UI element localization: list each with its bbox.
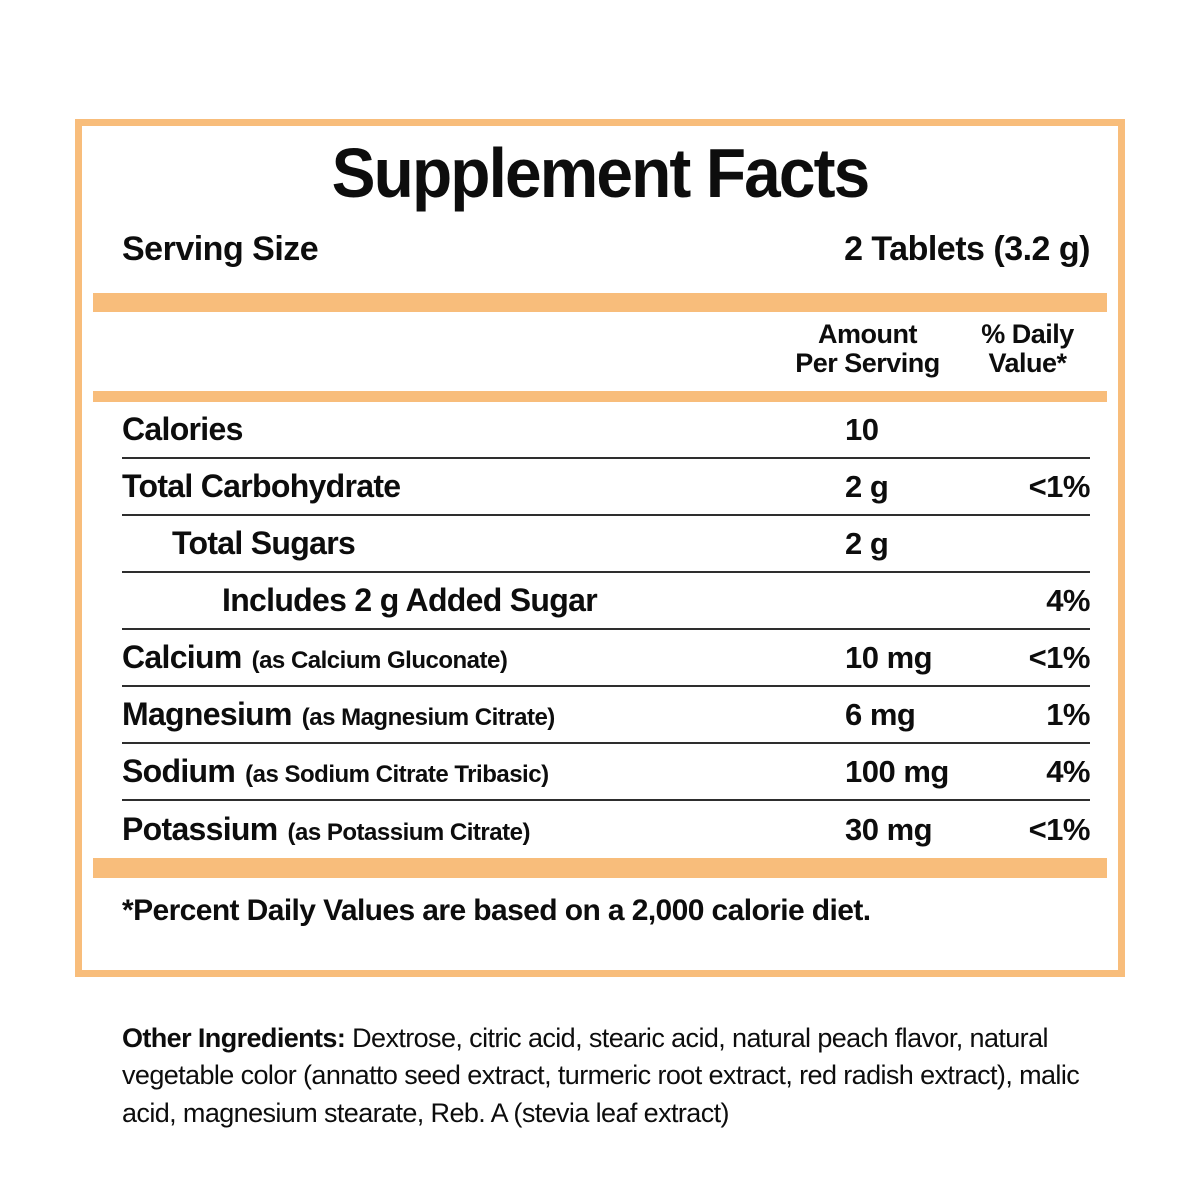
nutrient-daily-value: <1%: [1028, 811, 1091, 847]
nutrient-row-added-sugar: Includes 2 g Added Sugar 4%: [122, 573, 1091, 631]
nutrient-daily-value: <1%: [1028, 639, 1091, 675]
nutrient-name: Total Carbohydrate: [122, 468, 401, 505]
nutrient-row-total-carbohydrate: Total Carbohydrate 2 g <1%: [122, 459, 1091, 517]
nutrient-name: Sodium: [122, 753, 236, 790]
panel-title: Supplement Facts: [331, 134, 871, 212]
other-ingredients-text: Dextrose, citric acid, stearic acid, nat…: [122, 1023, 1080, 1128]
nutrient-daily-value: <1%: [1028, 468, 1091, 504]
nutrient-row-calcium: Calcium (as Calcium Gluconate) 10 mg <1%: [122, 630, 1091, 688]
nutrient-amount: 10 mg: [845, 639, 933, 675]
nutrient-source: (as Calcium Gluconate): [251, 647, 508, 675]
separator-bar-top: [93, 293, 1107, 313]
nutrient-row-potassium: Potassium (as Potassium Citrate) 30 mg <…: [122, 801, 1091, 858]
nutrient-amount: 30 mg: [845, 811, 933, 847]
serving-size-label: Serving Size: [122, 230, 319, 269]
other-ingredients: Other Ingredients: Dextrose, citric acid…: [122, 1020, 1100, 1132]
other-ingredients-label: Other Ingredients:: [122, 1023, 346, 1053]
nutrient-row-sodium: Sodium (as Sodium Citrate Tribasic) 100 …: [122, 744, 1091, 802]
nutrient-amount: 2 g: [845, 525, 889, 561]
amount-column-header: Amount Per Serving: [795, 319, 940, 379]
nutrient-name: Calcium: [122, 639, 242, 676]
nutrient-daily-value: 4%: [1046, 753, 1090, 789]
nutrient-row-magnesium: Magnesium (as Magnesium Citrate) 6 mg 1%: [122, 687, 1091, 745]
nutrient-amount: 10: [845, 411, 879, 447]
separator-bar-header: [93, 391, 1107, 403]
nutrient-source: (as Potassium Citrate): [287, 819, 531, 847]
nutrient-amount: 2 g: [845, 468, 889, 504]
nutrient-name: Includes 2 g Added Sugar: [222, 582, 598, 619]
nutrient-name: Potassium: [122, 811, 278, 848]
nutrient-name: Total Sugars: [172, 525, 356, 562]
serving-size-row: Serving Size 2 Tablets (3.2 g): [82, 230, 1118, 269]
nutrient-daily-value: 4%: [1046, 582, 1090, 618]
serving-size-value: 2 Tablets (3.2 g): [844, 230, 1090, 269]
column-header-row: Amount Per Serving % Daily Value*: [82, 312, 1118, 384]
nutrient-amount: 100 mg: [845, 753, 949, 789]
daily-value-footnote: *Percent Daily Values are based on a 2,0…: [122, 894, 871, 928]
nutrient-name: Calories: [122, 411, 243, 448]
nutrient-name: Magnesium: [122, 696, 292, 733]
supplement-facts-panel: Supplement Facts Serving Size 2 Tablets …: [75, 119, 1125, 977]
nutrient-daily-value: 1%: [1046, 696, 1090, 732]
nutrient-row-calories: Calories 10: [122, 402, 1090, 460]
nutrient-row-total-sugars: Total Sugars 2 g: [122, 516, 1090, 574]
daily-value-column-header: % Daily Value*: [981, 319, 1074, 379]
separator-bar-bottom: [93, 858, 1107, 879]
nutrient-amount: 6 mg: [845, 696, 916, 732]
nutrient-source: (as Magnesium Citrate): [301, 704, 556, 732]
nutrient-rows: Calories 10 Total Carbohydrate 2 g <1% T…: [82, 402, 1118, 858]
nutrient-source: (as Sodium Citrate Tribasic): [245, 761, 549, 789]
